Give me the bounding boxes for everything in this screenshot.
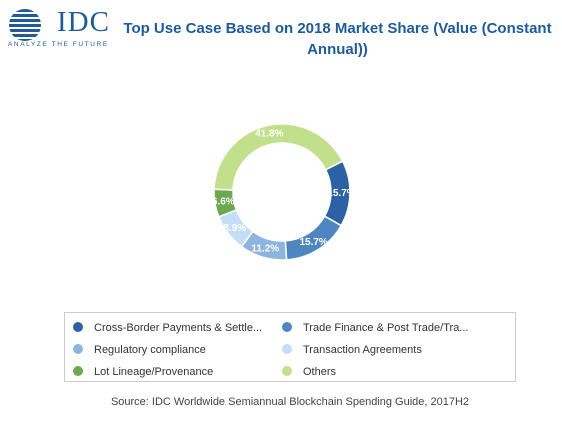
legend: Cross-Border Payments & Settle... Trade F… — [64, 312, 516, 382]
logo-globe — [9, 9, 41, 41]
legend-items: Cross-Border Payments & Settle... Trade F… — [73, 322, 468, 378]
source-note: Source: IDC Worldwide Semiannual Blockch… — [110, 396, 470, 408]
legend-label: Lot Lineage/Provenance — [94, 366, 213, 378]
legend-marker — [73, 344, 83, 354]
data-label: 41.8% — [255, 129, 283, 140]
legend-marker — [282, 344, 292, 354]
legend-label: Regulatory compliance — [94, 344, 206, 356]
legend-marker — [282, 322, 292, 332]
data-label: 15.7% — [327, 188, 355, 199]
legend-marker — [73, 322, 83, 332]
legend-label: Transaction Agreements — [303, 344, 422, 356]
chart-title: Top Use Case Based on 2018 Market Share … — [123, 20, 552, 58]
legend-label: Trade Finance & Post Trade/Tra... — [303, 322, 468, 334]
legend-label: Cross-Border Payments & Settle... — [94, 322, 262, 334]
data-label: 15.7% — [299, 237, 327, 248]
pie-slice — [213, 123, 344, 191]
logo-tagline: ANALYZE THE FUTURE — [8, 41, 109, 48]
legend-label: Others — [303, 366, 337, 378]
chart: 15.7% 15.7% 11.2% 8.9% 6.6% 41.8% — [212, 123, 355, 260]
legend-marker — [73, 366, 83, 376]
legend-marker — [282, 366, 292, 376]
data-label: 11.2% — [251, 244, 279, 255]
data-label: 6.6% — [212, 196, 235, 207]
logo-name: IDC — [57, 6, 110, 38]
data-label: 8.9% — [223, 223, 246, 234]
